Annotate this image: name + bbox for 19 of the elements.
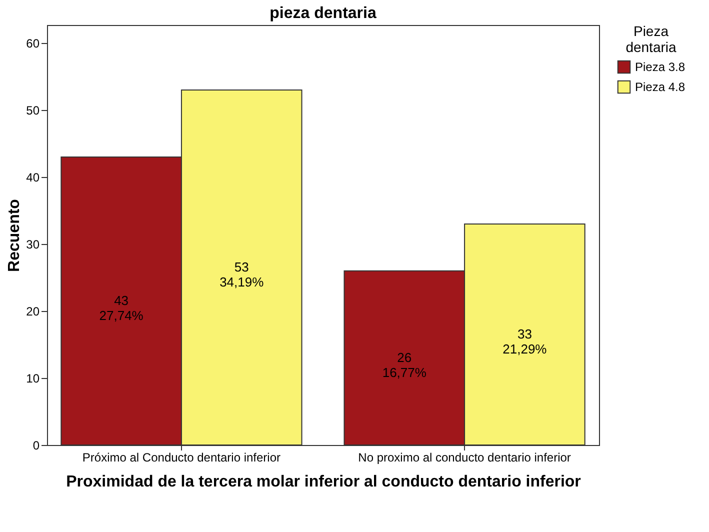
data-label: 26 16,77% [382, 350, 427, 380]
legend-label: Pieza 3.8 [635, 60, 686, 74]
chart-title: pieza dentaria [270, 5, 376, 22]
y-tick-label: 20 [26, 304, 40, 319]
y-tick-label: 30 [26, 238, 40, 252]
x-axis-title: Proximidad de la tercera molar inferior al conducto dentario inferior [66, 474, 581, 490]
y-tick-label: 60 [26, 36, 40, 51]
y-axis-title: Recuento [6, 198, 24, 272]
y-tick-label: 10 [26, 372, 40, 386]
legend-label: Pieza 4.8 [635, 80, 686, 94]
x-tick-label: No proximo al conducto dentario inferior [358, 450, 571, 464]
y-tick-label: 40 [26, 170, 40, 185]
x-tick-label: Próximo al Conducto dentario inferior [82, 450, 281, 464]
y-tick-label: 0 [32, 438, 40, 452]
y-tick-label: 50 [26, 104, 40, 118]
legend-title: Pieza dentaria [626, 23, 677, 55]
data-label: 33 21,29% [502, 326, 548, 356]
data-label: 43 27,74% [99, 292, 144, 323]
data-label: 53 34,19% [220, 259, 264, 290]
